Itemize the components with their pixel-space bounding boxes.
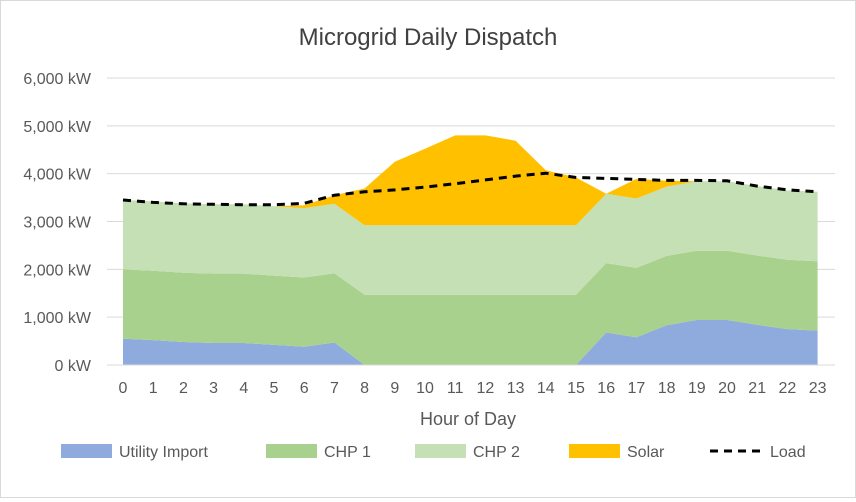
x-tick-label: 1 [149, 380, 158, 397]
x-axis-title: Hour of Day [420, 409, 516, 429]
x-tick-label: 20 [718, 380, 736, 397]
x-tick-label: 10 [416, 380, 434, 397]
x-tick-label: 8 [360, 380, 369, 397]
x-tick-label: 14 [537, 380, 555, 397]
legend-label-solar: Solar [627, 444, 665, 461]
x-tick-label: 4 [239, 380, 248, 397]
x-tick-label: 18 [658, 380, 676, 397]
x-tick-label: 12 [477, 380, 495, 397]
legend-swatch-chp-1 [266, 444, 317, 458]
legend: Utility Import CHP 1 CHP 2 Solar Load [61, 444, 806, 461]
y-tick-label: 1,000 kW [23, 310, 91, 327]
chart-title: Microgrid Daily Dispatch [299, 24, 558, 51]
x-tick-label: 22 [779, 380, 797, 397]
x-tick-label: 7 [330, 380, 339, 397]
legend-label-load: Load [770, 444, 806, 461]
x-tick-label: 15 [567, 380, 585, 397]
area-chp-2 [123, 181, 818, 295]
area-utility-import [123, 320, 818, 365]
x-tick-label: 13 [507, 380, 525, 397]
legend-label-utility-import: Utility Import [119, 444, 208, 461]
x-tick-label: 0 [119, 380, 128, 397]
y-tick-label: 4,000 kW [23, 167, 91, 184]
x-axis-ticks: 0 1 2 3 4 5 6 7 8 9 10 11 12 13 14 15 16 17 18 19 20 21 22 23 [119, 380, 827, 397]
legend-swatch-chp-2 [415, 444, 466, 458]
area-solar [123, 135, 818, 226]
y-tick-label: 3,000 kW [23, 215, 91, 232]
x-tick-label: 6 [300, 380, 309, 397]
stacked-areas [123, 135, 818, 365]
y-tick-label: 5,000 kW [23, 119, 91, 136]
y-tick-label: 6,000 kW [23, 71, 91, 88]
area-chp-1 [123, 250, 818, 365]
x-tick-label: 3 [209, 380, 218, 397]
legend-label-chp-1: CHP 1 [324, 444, 371, 461]
x-tick-label: 21 [748, 380, 766, 397]
x-tick-label: 9 [390, 380, 399, 397]
x-tick-label: 19 [688, 380, 706, 397]
x-tick-label: 17 [628, 380, 646, 397]
x-tick-label: 2 [179, 380, 188, 397]
x-tick-label: 5 [270, 380, 279, 397]
legend-swatch-utility-import [61, 444, 112, 458]
x-tick-label: 23 [809, 380, 827, 397]
y-tick-label: 0 kW [55, 358, 92, 375]
legend-label-chp-2: CHP 2 [473, 444, 520, 461]
x-tick-label: 11 [447, 380, 464, 397]
y-axis-ticks: 0 kW 1,000 kW 2,000 kW 3,000 kW 4,000 kW 5,00… [23, 71, 91, 375]
x-tick-label: 16 [597, 380, 615, 397]
y-tick-label: 2,000 kW [23, 262, 91, 279]
load-line-group [122, 171, 818, 207]
line-load [122, 171, 818, 207]
legend-swatch-solar [569, 444, 620, 458]
